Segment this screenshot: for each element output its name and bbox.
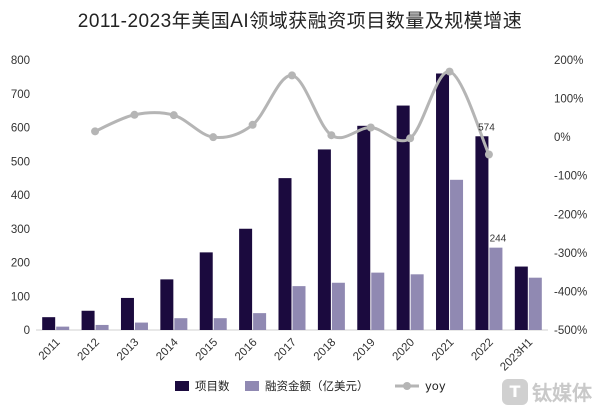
y-tick-label: 300 xyxy=(11,224,30,236)
data-label: 574 xyxy=(478,122,495,133)
x-tick-label: 2022 xyxy=(469,337,496,364)
x-tick-label: 2013 xyxy=(115,337,142,364)
bar-projects xyxy=(514,266,528,330)
yoy-point xyxy=(91,127,100,136)
bar-projects xyxy=(357,125,371,330)
bar-funding xyxy=(174,318,188,330)
legend-label-yoy: yoy xyxy=(425,379,446,393)
y2-tick-label: 200% xyxy=(554,55,583,67)
y-tick-label: 0 xyxy=(24,325,30,337)
y-tick-label: 100 xyxy=(11,291,30,303)
bar-funding xyxy=(450,179,464,330)
data-labels: 574 244 xyxy=(478,122,507,244)
legend-marker-yoy xyxy=(403,382,411,390)
bar-funding xyxy=(56,326,70,330)
yoy-point xyxy=(484,150,493,159)
data-label: 244 xyxy=(490,234,507,245)
bar-projects xyxy=(81,310,95,330)
bar-projects xyxy=(436,73,450,330)
y2-tick-label: -200% xyxy=(554,209,587,221)
y2-tick-label: -300% xyxy=(554,248,587,260)
bar-funding xyxy=(528,277,542,330)
bar-projects xyxy=(120,297,134,330)
x-tick-label: 2014 xyxy=(154,336,181,363)
bar-projects xyxy=(278,178,292,330)
legend-label-projects: 项目数 xyxy=(195,379,230,393)
y2-tick-label: -400% xyxy=(554,286,587,298)
legend-swatch-funding xyxy=(245,381,259,391)
y-tick-label: 500 xyxy=(11,156,30,168)
bar-projects xyxy=(239,228,253,330)
bar-projects xyxy=(475,136,489,330)
bar-funding xyxy=(489,247,503,330)
bar-funding xyxy=(410,274,424,330)
right-axis: 200% 100% 0% -100% -200% -300% -400% -500% xyxy=(554,55,587,337)
bar-funding xyxy=(292,286,306,330)
x-tick-label: 2012 xyxy=(75,337,102,364)
legend-swatch-projects xyxy=(175,381,189,391)
bar-projects xyxy=(317,149,331,330)
x-tick-label: 2023H1 xyxy=(498,337,535,374)
bar-projects xyxy=(396,105,410,330)
yoy-line xyxy=(94,70,491,156)
bar-projects xyxy=(42,317,56,330)
x-tick-label: 2018 xyxy=(312,337,339,364)
legend-label-funding: 融资金额（亿美元） xyxy=(265,379,369,393)
bar-funding xyxy=(371,272,385,330)
watermark: T 钛媒体 xyxy=(502,377,592,406)
y2-tick-label: -100% xyxy=(554,171,587,183)
bar-funding xyxy=(253,313,267,330)
y-tick-label: 600 xyxy=(11,123,30,135)
x-tick-label: 2021 xyxy=(430,337,457,364)
yoy-point xyxy=(406,134,415,143)
yoy-point xyxy=(130,110,139,119)
watermark-text: 钛媒体 xyxy=(532,381,592,405)
x-axis-labels: 2011 2012 2013 2014 2015 2016 2017 2018 2019 2020… xyxy=(37,336,536,373)
bar-funding xyxy=(213,318,227,330)
yoy-point xyxy=(445,67,454,76)
yoy-point xyxy=(169,111,178,120)
y-tick-label: 700 xyxy=(11,89,30,101)
watermark-logo-icon: T xyxy=(502,378,528,405)
y-tick-label: 200 xyxy=(11,258,30,270)
bar-funding xyxy=(95,324,109,330)
y2-tick-label: -500% xyxy=(554,325,587,337)
chart-title: 2011-2023年美国AI领域获融资项目数量及规模增速 xyxy=(77,11,523,32)
y-tick-label: 400 xyxy=(11,190,30,202)
x-tick-label: 2020 xyxy=(391,337,418,364)
legend: 项目数 融资金额（亿美元） yoy xyxy=(175,379,446,393)
x-tick-label: 2016 xyxy=(233,337,260,364)
x-tick-label: 2017 xyxy=(272,337,299,364)
bar-series xyxy=(42,73,542,330)
yoy-point xyxy=(366,123,375,132)
yoy-line-series xyxy=(91,67,493,159)
x-tick-label: 2011 xyxy=(37,337,63,363)
y2-tick-label: 100% xyxy=(554,94,583,106)
y2-tick-label: 0% xyxy=(554,132,571,144)
yoy-point xyxy=(288,71,296,80)
y-tick-label: 800 xyxy=(11,55,30,67)
yoy-point xyxy=(327,131,336,140)
bar-projects xyxy=(160,279,174,330)
yoy-point xyxy=(209,133,218,142)
x-tick-label: 2015 xyxy=(194,337,221,364)
yoy-point xyxy=(248,120,257,129)
bar-projects xyxy=(199,252,213,330)
x-tick-label: 2019 xyxy=(351,337,378,364)
bar-funding xyxy=(134,322,148,330)
bar-funding xyxy=(331,282,345,330)
